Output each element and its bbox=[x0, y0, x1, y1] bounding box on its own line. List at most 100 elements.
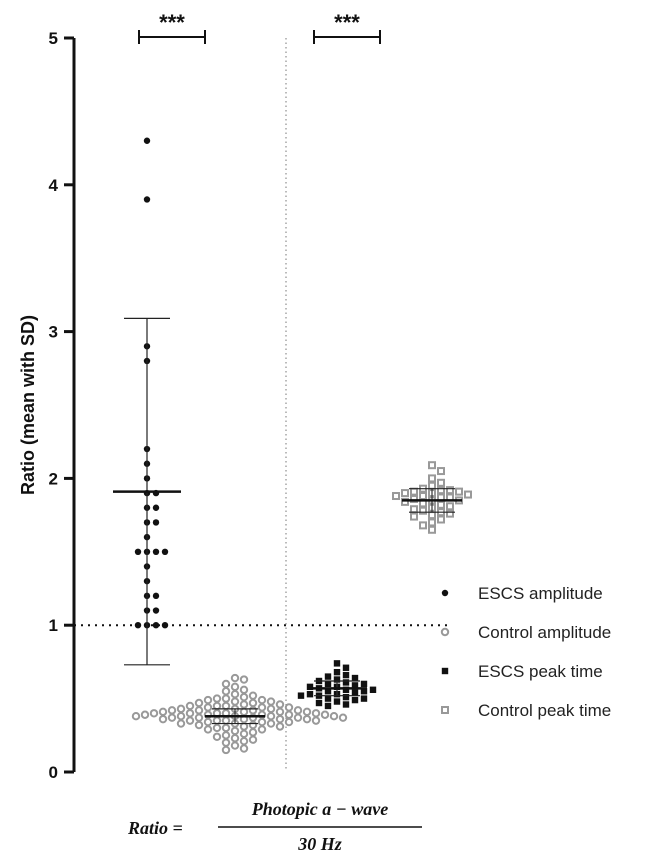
data-point-1-57 bbox=[275, 714, 285, 724]
data-point-2-0 bbox=[333, 660, 341, 667]
data-point-0-0 bbox=[143, 137, 151, 144]
data-point-1-59 bbox=[158, 714, 168, 724]
data-point-2-15 bbox=[342, 686, 350, 693]
legend-marker-1 bbox=[440, 627, 450, 637]
data-point-3-34 bbox=[428, 525, 436, 534]
data-point-1-77 bbox=[203, 725, 213, 734]
data-point-1-87 bbox=[230, 741, 240, 750]
data-point-1-28 bbox=[248, 706, 258, 715]
significance-brackets: *** *** bbox=[138, 10, 381, 44]
data-point-1-76 bbox=[257, 725, 267, 734]
data-point-1-68 bbox=[266, 719, 276, 728]
data-point-3-14 bbox=[392, 492, 400, 501]
mean-sd-marks bbox=[113, 317, 462, 725]
data-point-1-5 bbox=[221, 687, 231, 696]
data-point-1-60 bbox=[221, 716, 231, 725]
data-point-0-10 bbox=[152, 504, 160, 511]
data-point-2-8 bbox=[342, 679, 350, 686]
data-point-1-85 bbox=[239, 736, 249, 746]
data-point-3-2 bbox=[428, 474, 436, 483]
data-point-1-0 bbox=[230, 673, 240, 683]
data-point-2-30 bbox=[342, 701, 350, 708]
data-point-3-17 bbox=[410, 494, 418, 503]
data-point-3-25 bbox=[410, 505, 418, 514]
data-point-1-54 bbox=[167, 713, 177, 722]
data-point-1-24 bbox=[284, 703, 294, 712]
data-point-1-65 bbox=[203, 717, 213, 727]
data-point-1-48 bbox=[176, 712, 186, 721]
data-point-3-4 bbox=[428, 481, 436, 490]
sig-label-0: *** bbox=[159, 10, 185, 35]
data-point-2-2 bbox=[333, 668, 341, 676]
data-point-1-14 bbox=[266, 697, 276, 706]
data-point-1-89 bbox=[221, 745, 231, 755]
data-point-1-88 bbox=[239, 744, 249, 753]
legend-label-1: Control amplitude bbox=[478, 623, 611, 642]
data-point-2-25 bbox=[324, 695, 332, 702]
data-point-1-29 bbox=[194, 706, 204, 715]
y-tick-label: 5 bbox=[49, 29, 58, 48]
data-point-1-71 bbox=[194, 720, 204, 730]
legend-marker-2 bbox=[441, 667, 449, 675]
data-point-3-31 bbox=[437, 515, 445, 524]
data-point-1-31 bbox=[167, 706, 177, 715]
legend: ESCS amplitude Control amplitude ESCS peak… bbox=[440, 584, 611, 720]
y-tick-label: 3 bbox=[49, 323, 58, 342]
data-point-1-22 bbox=[257, 703, 267, 712]
data-point-1-86 bbox=[221, 738, 231, 747]
data-point-2-11 bbox=[351, 682, 359, 689]
data-point-2-3 bbox=[342, 671, 350, 679]
data-point-3-22 bbox=[437, 500, 445, 509]
data-point-1-2 bbox=[221, 679, 231, 689]
data-point-2-6 bbox=[333, 676, 341, 683]
y-tick-label: 4 bbox=[49, 176, 59, 195]
data-point-3-11 bbox=[401, 489, 409, 498]
legend-label-2: ESCS peak time bbox=[478, 662, 603, 681]
y-tick-label: 2 bbox=[49, 469, 58, 488]
data-point-1-50 bbox=[131, 712, 141, 721]
y-tick-label: 0 bbox=[49, 763, 58, 782]
data-point-2-5 bbox=[351, 674, 359, 682]
data-point-0-17 bbox=[161, 548, 169, 555]
data-point-2-28 bbox=[333, 698, 341, 705]
data-point-0-16 bbox=[134, 548, 142, 555]
data-point-1-75 bbox=[212, 723, 222, 733]
data-point-1-40 bbox=[149, 709, 159, 718]
data-point-3-29 bbox=[428, 511, 436, 520]
data-point-2-18 bbox=[360, 688, 368, 695]
data-point-1-23 bbox=[203, 703, 213, 712]
data-point-1-7 bbox=[248, 691, 258, 700]
data-point-3-3 bbox=[437, 478, 445, 487]
ratio-formula: Ratio = Photopic a − wave 30 Hz bbox=[127, 799, 422, 854]
data-point-1-18 bbox=[275, 700, 285, 709]
data-point-3-23 bbox=[446, 502, 454, 511]
data-point-2-16 bbox=[369, 686, 377, 693]
data-point-3-1 bbox=[437, 467, 445, 476]
data-point-1-20 bbox=[212, 701, 222, 711]
data-point-1-81 bbox=[221, 731, 231, 740]
legend-marker-0 bbox=[441, 589, 449, 597]
data-point-1-73 bbox=[275, 722, 285, 731]
data-point-1-19 bbox=[221, 701, 231, 711]
data-point-1-79 bbox=[248, 728, 258, 737]
data-point-3-13 bbox=[419, 492, 427, 501]
data-point-2-10 bbox=[360, 680, 368, 688]
legend-marker-3 bbox=[441, 706, 449, 714]
data-point-2-19 bbox=[351, 689, 359, 696]
data-point-2-23 bbox=[297, 692, 305, 699]
data-point-1-13 bbox=[230, 697, 240, 706]
data-point-3-8 bbox=[410, 487, 418, 496]
data-point-1-43 bbox=[284, 710, 294, 719]
data-point-1-49 bbox=[329, 712, 339, 721]
data-point-1-32 bbox=[239, 707, 249, 717]
data-point-0-26 bbox=[134, 622, 142, 629]
data-point-1-70 bbox=[248, 720, 258, 730]
data-point-2-29 bbox=[315, 699, 323, 707]
y-axis-title: Ratio (mean with SD) bbox=[18, 315, 38, 495]
data-point-1-64 bbox=[257, 717, 267, 727]
data-point-1-33 bbox=[275, 707, 285, 717]
data-point-3-6 bbox=[437, 486, 445, 495]
data-point-1-55 bbox=[338, 713, 348, 722]
data-point-1-47 bbox=[266, 712, 276, 721]
data-point-3-7 bbox=[446, 486, 454, 495]
